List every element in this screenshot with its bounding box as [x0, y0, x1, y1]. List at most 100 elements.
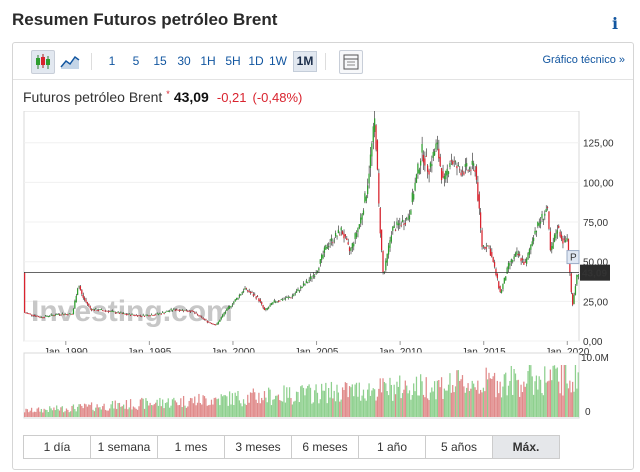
volume-bar — [506, 395, 508, 417]
candle-body — [461, 170, 464, 172]
volume-bar — [521, 392, 524, 417]
candle-body — [123, 313, 125, 315]
period-button-0[interactable]: 1 día — [23, 435, 91, 459]
chart-toolbar: 1 5 15 30 1H 5H 1D 1W 1M Gráfico técnico » — [13, 43, 633, 80]
volume-bar — [258, 392, 260, 417]
period-button-5[interactable]: 1 año — [358, 435, 426, 459]
volume-bar — [222, 396, 224, 417]
volume-bar — [124, 408, 126, 417]
candle-body — [492, 257, 494, 263]
candle-body — [262, 305, 264, 308]
candle-body — [24, 272, 26, 313]
period-button-4[interactable]: 6 meses — [291, 435, 359, 459]
volume-bar — [40, 408, 42, 417]
interval-1[interactable]: 1 — [108, 54, 116, 68]
candle-body — [97, 310, 100, 311]
volume-bar — [475, 389, 478, 417]
candle-body — [99, 309, 101, 311]
candle-body — [145, 314, 147, 316]
candle-body — [251, 292, 253, 294]
candle-body — [280, 299, 282, 300]
candle-body — [323, 247, 326, 253]
candle-body — [365, 196, 367, 201]
period-button-1[interactable]: 1 semana — [90, 435, 158, 459]
volume-bar — [228, 391, 231, 417]
interval-5[interactable]: 5 — [132, 54, 140, 68]
volume-bar — [295, 391, 298, 417]
candle-body — [392, 226, 394, 231]
period-button-6[interactable]: 5 años — [425, 435, 493, 459]
candle-body — [411, 192, 413, 203]
volume-bar — [353, 396, 355, 417]
price-chart[interactable]: Investing.com 125,00 100,00 75,00 50,00 25,0… — [13, 111, 633, 429]
volume-bar — [252, 388, 254, 417]
volume-bar — [442, 398, 444, 417]
candle-body — [463, 172, 465, 175]
volume-bar — [286, 387, 288, 417]
volume-bar — [534, 381, 536, 417]
volume-bar — [242, 399, 245, 417]
interval-1h[interactable]: 1H — [200, 54, 216, 68]
info-icon[interactable]: i — [612, 14, 619, 33]
candle-body — [170, 309, 172, 311]
candle-body — [541, 213, 543, 219]
interval-1d[interactable]: 1D — [248, 54, 264, 68]
interval-1m[interactable]: 1M — [293, 51, 317, 72]
volume-bar — [85, 404, 87, 417]
period-button-2[interactable]: 1 mes — [157, 435, 225, 459]
candle-body — [74, 300, 76, 309]
candle-body — [403, 223, 405, 225]
volume-bar — [374, 389, 376, 417]
period-button-7[interactable]: Máx. — [492, 435, 560, 459]
candle-body — [311, 277, 313, 279]
interval-30[interactable]: 30 — [177, 54, 191, 68]
candle-body — [57, 314, 59, 315]
technical-chart-link[interactable]: Gráfico técnico » — [542, 54, 625, 66]
candle-body — [481, 230, 483, 247]
period-button-3[interactable]: 3 meses — [224, 435, 292, 459]
candle-body — [496, 273, 498, 279]
candle-body — [357, 228, 359, 233]
interval-5h[interactable]: 5H — [225, 54, 241, 68]
volume-bar — [346, 382, 348, 417]
volume-bar — [96, 404, 98, 417]
volume-bar — [99, 407, 101, 417]
volume-bar — [215, 397, 217, 417]
candle-body — [495, 268, 497, 276]
volume-bar — [569, 380, 571, 417]
candle-body — [150, 314, 153, 316]
interval-1w[interactable]: 1W — [269, 54, 287, 68]
candle-body — [507, 262, 510, 269]
volume-bar — [79, 404, 82, 417]
candle-body — [249, 291, 252, 293]
volume-bar — [266, 402, 268, 417]
candle-body — [408, 215, 411, 220]
volume-bar — [559, 393, 561, 417]
candle-body — [499, 286, 501, 292]
volume-bar — [407, 393, 409, 417]
candle-body — [482, 245, 485, 247]
volume-bar — [152, 405, 154, 417]
candle-body — [61, 313, 63, 315]
indicators-icon[interactable] — [339, 50, 363, 74]
volume-bar — [166, 402, 168, 417]
volume-bar — [421, 381, 423, 417]
volume-bar — [128, 407, 130, 417]
volume-bar — [411, 394, 413, 417]
volume-bar — [300, 386, 302, 417]
volume-bar — [273, 399, 275, 417]
candle-body — [298, 290, 300, 292]
candlestick-chart-icon[interactable] — [31, 50, 55, 74]
volume-bar — [573, 391, 575, 417]
area-chart-icon[interactable] — [58, 50, 82, 74]
interval-15[interactable]: 15 — [153, 54, 167, 68]
candle-body — [237, 298, 239, 300]
volume-bar — [355, 382, 358, 417]
volume-bar — [526, 383, 528, 417]
volume-bar — [270, 405, 273, 417]
volume-bar — [376, 396, 379, 417]
volume-bar — [254, 392, 256, 417]
volume-bar — [527, 371, 529, 417]
volume-bar — [83, 403, 86, 417]
candle-body — [386, 253, 388, 263]
